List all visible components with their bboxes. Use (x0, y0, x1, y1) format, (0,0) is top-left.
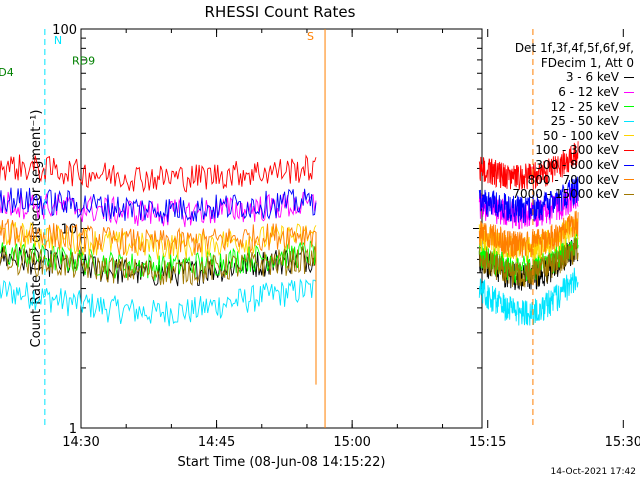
legend-label: 25 - 50 keV (550, 114, 619, 129)
x-tick-label: 14:30 (62, 435, 99, 450)
legend-swatch (624, 135, 634, 137)
legend-item: 12 - 25 keV (482, 99, 634, 114)
series-line-25-50keV (478, 267, 579, 326)
legend-item: 100 - 300 keV (482, 143, 634, 158)
legend-item: 6 - 12 keV (482, 85, 634, 100)
chart-legend: Det 1f,3f,4f,5f,6f,9f, FDecim 1, Att 0 3… (482, 41, 634, 202)
legend-label: 300 - 800 keV (535, 158, 619, 173)
annotation-n: N (54, 34, 62, 47)
legend-swatch (624, 179, 634, 181)
x-tick-label: 14:45 (198, 435, 235, 450)
legend-swatch (624, 164, 634, 166)
x-tick-label: 15:15 (469, 435, 506, 450)
series-line-50-100keV (0, 220, 317, 260)
chart-title: RHESSI Count Rates (204, 3, 356, 21)
series-line-7000-15000keV (478, 237, 579, 288)
series-line-800-7000keV (478, 210, 579, 258)
legend-label: 800 - 7000 keV (527, 172, 619, 187)
legend-swatch (624, 106, 634, 108)
legend-item: 50 - 100 keV (482, 129, 634, 144)
legend-header-line-1: Det 1f,3f,4f,5f,6f,9f, (514, 41, 634, 55)
legend-swatch (624, 120, 634, 122)
legend-item: 7000 - 15000 keV (482, 187, 634, 202)
series-line-100-300keV (0, 154, 317, 193)
x-tick-label: 15:00 (333, 435, 370, 450)
legend-item: 300 - 800 keV (482, 158, 634, 173)
series-line-300-800keV (0, 187, 317, 224)
legend-item: 3 - 6 keV (482, 70, 634, 85)
legend-swatch (624, 91, 634, 93)
x-axis-label: Start Time (08-Jun-08 14:15:22) (178, 455, 386, 470)
annotation-s: S (307, 30, 314, 43)
legend-item: 25 - 50 keV (482, 114, 634, 129)
y-tick-label: 1 (69, 422, 77, 437)
legend-header-line-2: FDecim 1, Att 0 (540, 55, 634, 70)
legend-label: 12 - 25 keV (550, 99, 619, 114)
y-tick-label: 100 (52, 23, 77, 38)
x-tick-label: 15:30 (605, 435, 640, 450)
series-line-300-800keV (478, 176, 579, 224)
annotation-rd9: RD9 (72, 54, 95, 67)
series-line-7000-15000keV (0, 246, 317, 286)
legend-item: 800 - 7000 keV (482, 172, 634, 187)
legend-swatch (624, 76, 634, 78)
legend-label: 3 - 6 keV (565, 70, 619, 85)
series-line-25-50keV (0, 278, 317, 327)
legend-label: 100 - 300 keV (535, 143, 619, 158)
legend-swatch (624, 193, 634, 195)
y-axis-label: Count Rate (s⁻¹ detector segment⁻¹) (29, 110, 44, 348)
legend-swatch (624, 149, 634, 151)
legend-label: 6 - 12 keV (558, 85, 619, 100)
annotation-rd4: RD4 (0, 66, 14, 79)
series-line-800-7000keV (0, 218, 317, 256)
legend-label: 7000 - 15000 keV (512, 187, 619, 202)
legend-label: 50 - 100 keV (542, 128, 619, 143)
timestamp: 14-Oct-2021 17:42 (550, 467, 636, 477)
series-line-100-300keV (478, 141, 579, 191)
